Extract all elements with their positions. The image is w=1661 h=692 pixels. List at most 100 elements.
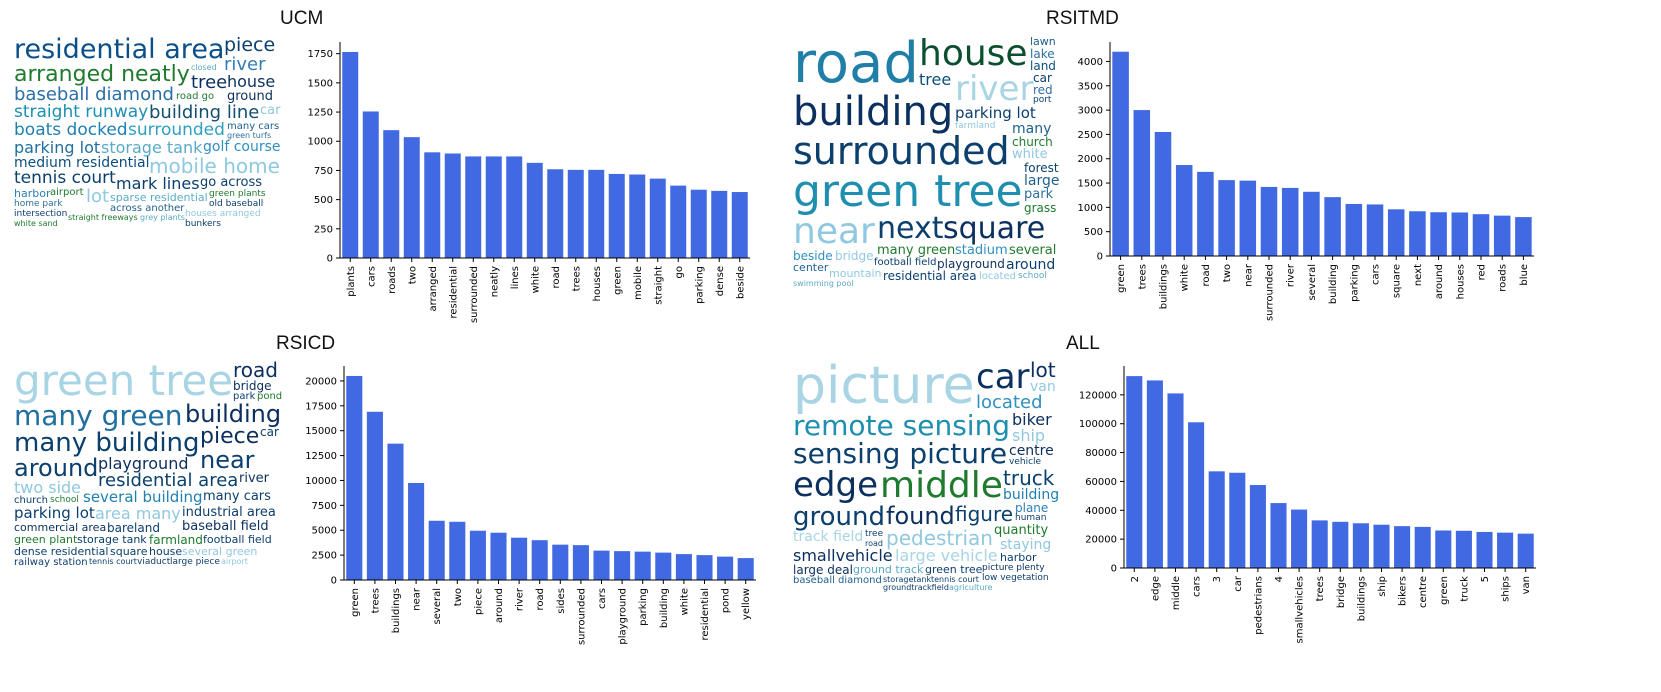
wordcloud-word: many [1012, 121, 1052, 137]
wordcloud-word: viaduct [137, 557, 171, 567]
bar [1175, 165, 1193, 256]
wordcloud-word: pond [257, 391, 282, 402]
wordcloud-word: white [1012, 147, 1048, 162]
wordcloud-word: figure [955, 502, 1014, 526]
wordcloud-word: bridge [835, 249, 874, 263]
wordcloud-word: stadium [955, 243, 1008, 258]
y-tick-label: 250 [314, 224, 333, 235]
x-tick-label: cars [597, 588, 608, 609]
bar [444, 153, 461, 258]
wordcloud-word: road go [176, 91, 215, 102]
x-tick-label: trees [1137, 264, 1148, 289]
x-tick-label: bikers [1398, 576, 1409, 606]
wordcloud-rsicd: green tree many green many building buildin… [14, 360, 282, 628]
wordcloud-word: airport [50, 187, 84, 198]
wordcloud-word: green tree [793, 166, 1023, 217]
x-tick-label: parking [694, 266, 705, 304]
bar [1451, 212, 1469, 256]
bar [1291, 509, 1308, 568]
wordcloud-word: human [1015, 513, 1047, 523]
x-tick-label: 3 [1212, 576, 1223, 582]
wordcloud-word: straight freeways [68, 213, 138, 222]
wordcloud-word: road [793, 36, 919, 96]
x-tick-label: arranged [428, 266, 439, 312]
x-tick-label: road [551, 266, 562, 289]
bar [670, 185, 687, 258]
x-tick-label: ships [1501, 576, 1512, 602]
wordcloud-word: storagetank [883, 575, 932, 584]
x-tick-label: van [1521, 576, 1532, 594]
wordcloud-word: river [955, 69, 1034, 109]
y-tick-label: 750 [314, 166, 333, 177]
wordcloud-word: car [1033, 71, 1052, 85]
x-tick-label: plants [346, 266, 357, 297]
y-tick-label: 2500 [312, 551, 337, 562]
bar [490, 532, 507, 580]
x-tick-label: beside [735, 266, 746, 299]
panel-title-rsitmd: RSITMD [1046, 8, 1119, 29]
wordcloud-word: arranged neatly [14, 62, 190, 87]
y-tick-label: 40000 [1085, 506, 1117, 517]
bar [696, 555, 713, 580]
bar [511, 537, 528, 580]
wordcloud-word: building line [149, 102, 260, 123]
x-tick-label: road [1201, 264, 1212, 287]
wordcloud-word: golf course [203, 139, 281, 155]
x-tick-label: several [432, 588, 443, 624]
wordcloud-word: large deal [793, 563, 853, 577]
wordcloud-ucm: residential area arranged neatly baseball … [14, 36, 282, 302]
x-tick-label: trees [571, 266, 582, 291]
x-tick-label: trees [370, 588, 381, 613]
bar [588, 169, 605, 258]
wordcloud-word: two side [14, 478, 82, 497]
wordcloud-word: smallvehicle [793, 546, 893, 565]
wordcloud-word: building [1003, 487, 1059, 503]
x-tick-label: playground [618, 588, 629, 645]
wordcloud-word: many cars [203, 489, 271, 504]
wordcloud-word: many cars [227, 121, 280, 132]
wordcloud-word: square [943, 211, 1046, 246]
bar [383, 130, 400, 258]
wordcloud-word: low vegetation [982, 573, 1049, 583]
wordcloud-word: picture [793, 360, 975, 416]
wordcloud-word: green turfs [227, 131, 272, 140]
x-tick-label: cars [1371, 264, 1382, 285]
x-tick-label: roads [387, 266, 398, 294]
x-tick-label: ship [1377, 576, 1388, 597]
x-tick-label: 5 [1480, 576, 1491, 582]
wordcloud-word: school [50, 495, 79, 505]
wordcloud-word: harbor [14, 187, 51, 200]
wordcloud-word: tennis court [89, 557, 137, 566]
x-tick-label: green [350, 588, 361, 617]
bar [424, 152, 441, 258]
bar [1249, 485, 1266, 568]
bar [346, 375, 363, 580]
bar [1229, 472, 1246, 568]
wordcloud-word: tree [865, 529, 884, 539]
wordcloud-word: building [793, 89, 954, 135]
wordcloud-word: harbor [1000, 551, 1037, 564]
x-tick-label: red [1477, 264, 1488, 280]
bar [1208, 471, 1225, 568]
x-tick-label: two [407, 266, 418, 284]
x-tick-label: green [612, 266, 623, 295]
bar [629, 174, 646, 258]
bar [1270, 503, 1287, 568]
wordcloud-all: picture remote sensing sensing picture edge… [793, 360, 1059, 628]
wordcloud-word: bareland [107, 521, 160, 535]
wordcloud-word: several building [83, 488, 203, 506]
bar [731, 192, 748, 258]
x-tick-label: centre [1418, 576, 1429, 608]
wordcloud-word: baseball diamond [793, 575, 882, 586]
bar [690, 189, 707, 258]
wordcloud-word: farmland [149, 533, 203, 547]
bar [1146, 380, 1163, 568]
bar [1414, 526, 1431, 568]
wordcloud-word: sensing picture [793, 437, 1008, 470]
wordcloud-word: bunkers [185, 219, 221, 229]
wordcloud-word: commercial area [14, 521, 107, 534]
bar [1394, 526, 1411, 568]
bar [1167, 393, 1184, 568]
y-tick-label: 2500 [1078, 130, 1103, 141]
x-tick-label: surrounded [1265, 264, 1276, 321]
